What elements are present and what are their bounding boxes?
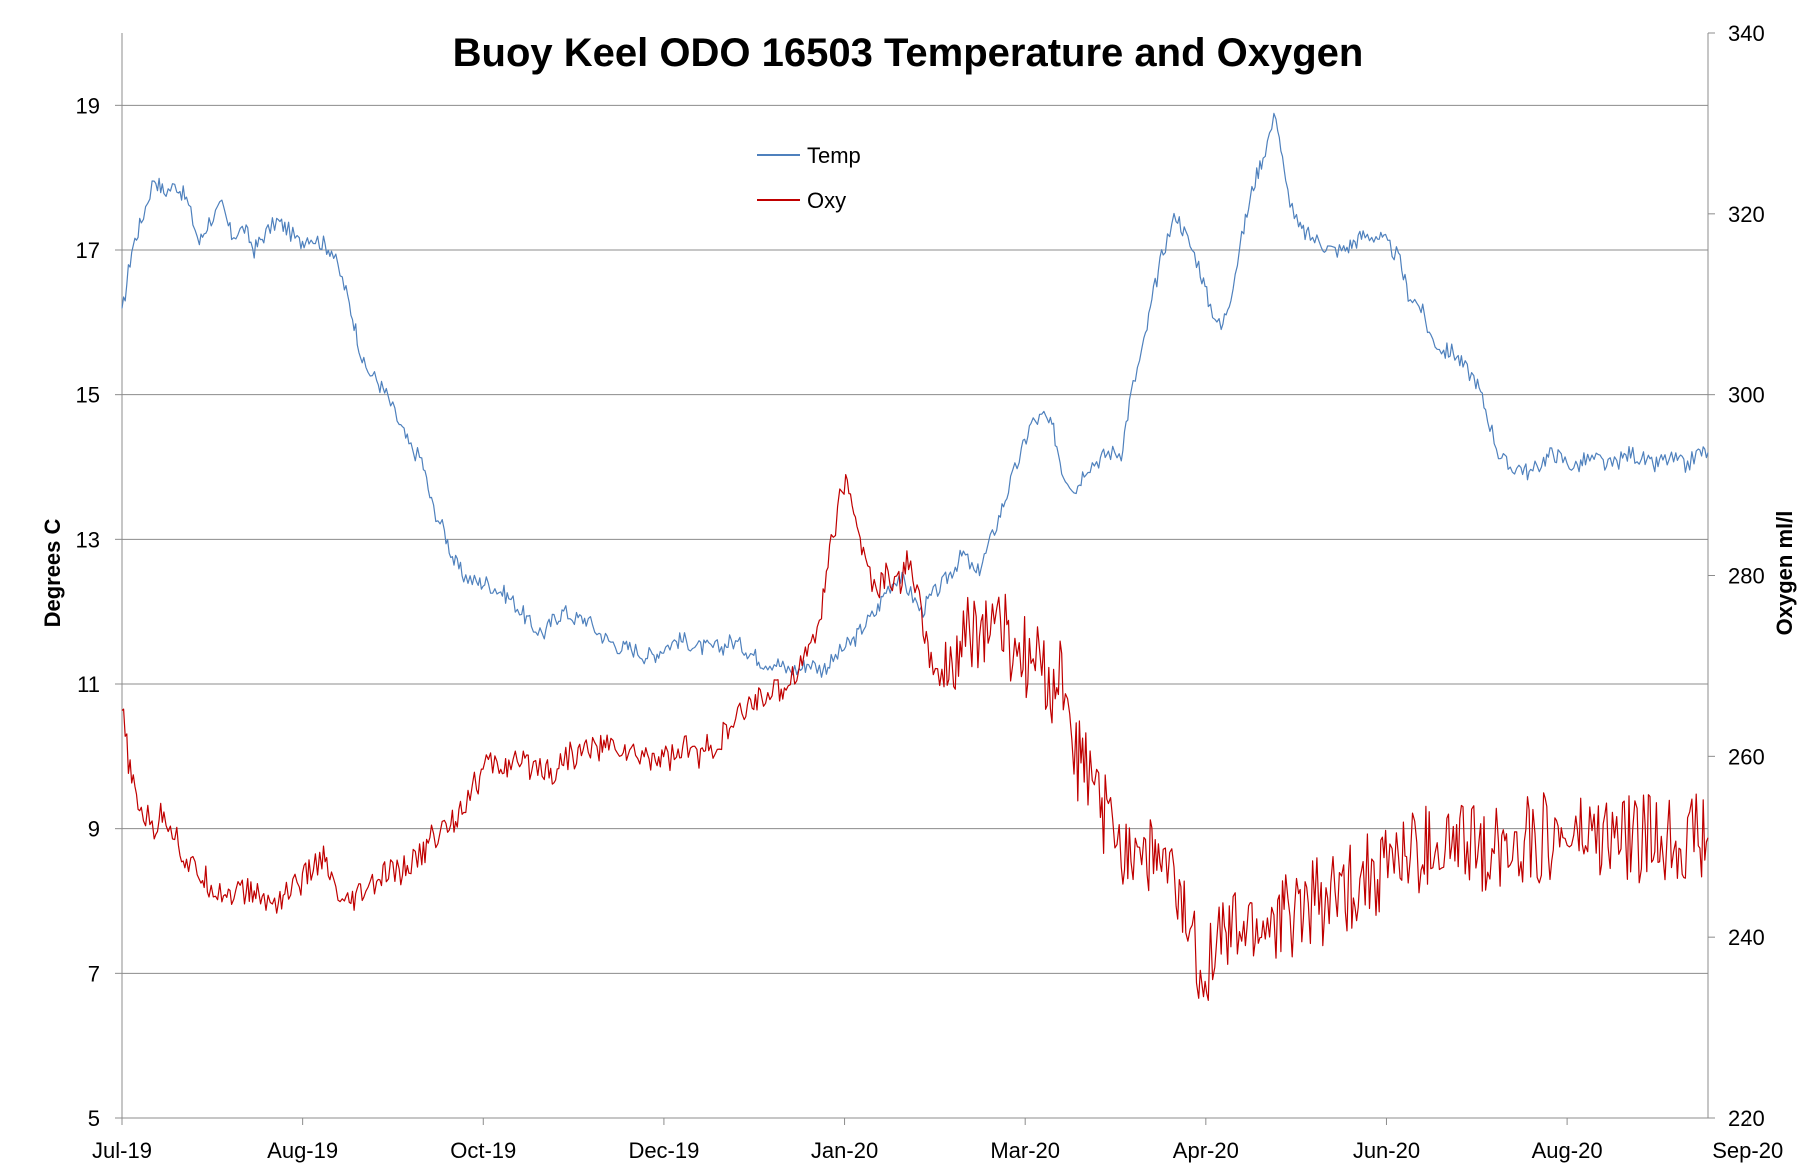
legend-label-temp: Temp (807, 143, 861, 168)
x-tick-label: Aug-19 (267, 1138, 338, 1163)
x-tick-label: Jan-20 (811, 1138, 878, 1163)
y-tick-label: 5 (88, 1106, 100, 1131)
x-tick-label: Jul-19 (92, 1138, 152, 1163)
legend-label-oxy: Oxy (807, 188, 846, 213)
y-tick-label: 7 (88, 961, 100, 986)
series-line-oxy (121, 474, 1709, 1002)
y-tick-label: 15 (76, 383, 100, 408)
y-tick-label: 11 (77, 672, 100, 697)
y2-tick-label: 340 (1728, 21, 1765, 46)
x-tick-label: Oct-19 (450, 1138, 516, 1163)
y-tick-label: 19 (76, 93, 100, 118)
x-tick-label: Sep-20 (1712, 1138, 1783, 1163)
y-tick-label: 9 (88, 817, 100, 842)
chart-title: Buoy Keel ODO 16503 Temperature and Oxyg… (453, 31, 1364, 75)
y2-tick-label: 280 (1728, 564, 1765, 589)
series-lines (121, 112, 1709, 1002)
x-tick-label: Apr-20 (1173, 1138, 1239, 1163)
tick-labels: 5 7 9 11 13 15 17 19 220 240 260 280 300 320 340 Jul-19… (76, 21, 1784, 1163)
x-tick-label: Dec-19 (628, 1138, 699, 1163)
x-tick-label: Aug-20 (1532, 1138, 1603, 1163)
y-tick-label: 13 (76, 527, 100, 552)
x-tick-label: Jun-20 (1353, 1138, 1420, 1163)
y-axis-label: Degrees C (40, 518, 65, 627)
y2-tick-label: 260 (1728, 744, 1765, 769)
x-tick-label: Mar-20 (990, 1138, 1060, 1163)
y2-tick-label: 240 (1728, 925, 1765, 950)
gridlines (122, 104, 1708, 974)
y2-tick-label: 300 (1728, 383, 1765, 408)
series-line-temp (121, 112, 1709, 678)
y2-axis-label: Oxygen ml/l (1772, 511, 1797, 636)
legend: Temp Oxy (757, 143, 861, 213)
y2-tick-label: 320 (1728, 202, 1765, 227)
axes (115, 32, 1749, 1125)
y2-tick-label: 220 (1728, 1106, 1765, 1131)
y-tick-label: 17 (76, 238, 100, 263)
